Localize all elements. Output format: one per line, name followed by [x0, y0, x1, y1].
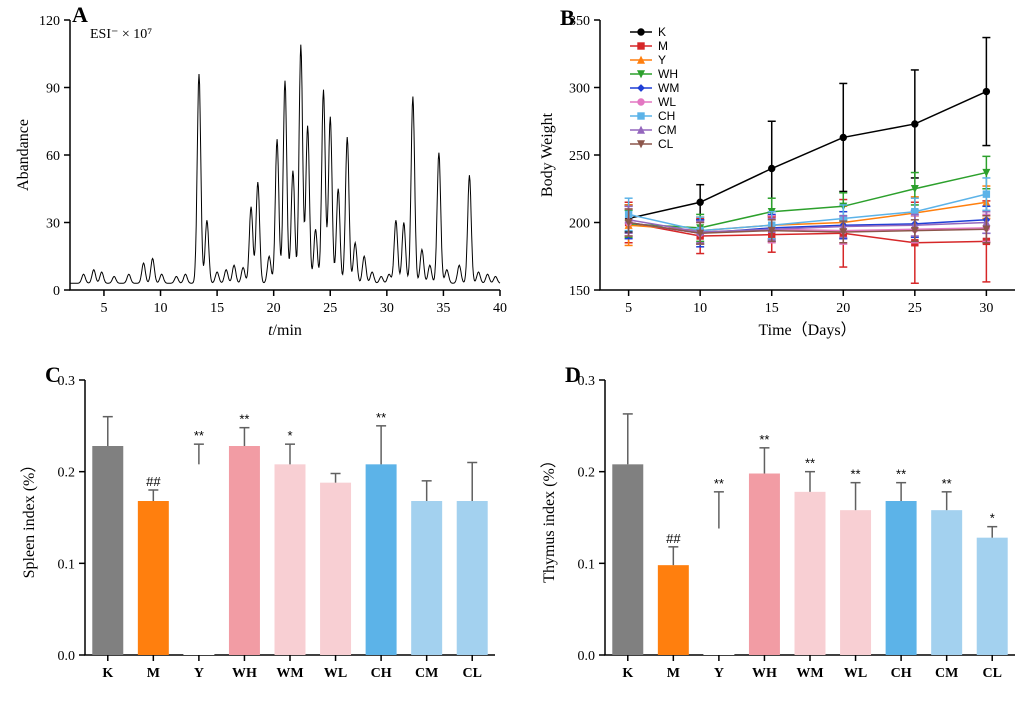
svg-text:Time（Days）: Time（Days）	[758, 321, 856, 339]
panel-b-bodyweight: 15020025030035051015202530KMYWHWMWLCHCMC…	[530, 5, 1030, 345]
svg-text:0.0: 0.0	[58, 649, 76, 664]
svg-text:CH: CH	[371, 666, 392, 681]
svg-text:**: **	[896, 467, 906, 482]
svg-text:0.0: 0.0	[578, 649, 596, 664]
svg-text:5: 5	[625, 301, 632, 316]
svg-text:**: **	[805, 456, 815, 471]
svg-text:C: C	[45, 362, 61, 387]
svg-text:150: 150	[569, 284, 590, 299]
svg-text:*: *	[990, 511, 995, 526]
svg-text:Body Weight: Body Weight	[539, 112, 556, 197]
svg-text:**: **	[759, 432, 769, 447]
svg-text:##: ##	[146, 474, 161, 489]
svg-text:CM: CM	[415, 666, 438, 681]
svg-text:**: **	[376, 410, 386, 425]
svg-text:WL: WL	[658, 95, 676, 109]
svg-text:WM: WM	[796, 666, 823, 681]
svg-text:**: **	[850, 467, 860, 482]
svg-text:**: **	[942, 476, 952, 491]
panel-a-chromatogram: 0 30 60 90 120 5 10 15 20 25 30 35 40 ESI⁻ × 10⁷ Aband…	[10, 5, 510, 345]
svg-text:0.2: 0.2	[58, 466, 76, 481]
svg-text:WM: WM	[658, 81, 679, 95]
panel-d-bar: 0.00.10.20.3KM##Y**WH**WM**WL**CH**CM**C…	[530, 360, 1030, 710]
svg-text:0.2: 0.2	[578, 466, 596, 481]
svg-text:WH: WH	[658, 67, 678, 81]
svg-text:0.1: 0.1	[578, 557, 596, 572]
svg-text:CL: CL	[982, 666, 1001, 681]
svg-text:##: ##	[666, 531, 681, 546]
svg-text:CM: CM	[658, 123, 677, 137]
svg-text:0.1: 0.1	[58, 557, 76, 572]
svg-text:25: 25	[323, 301, 337, 316]
svg-text:120: 120	[39, 14, 60, 29]
svg-text:20: 20	[836, 301, 850, 316]
svg-text:D: D	[565, 362, 581, 387]
svg-text:15: 15	[765, 301, 779, 316]
svg-text:CH: CH	[658, 109, 675, 123]
svg-text:CL: CL	[658, 137, 674, 151]
svg-text:200: 200	[569, 217, 590, 232]
svg-text:30: 30	[979, 301, 993, 316]
svg-text:K: K	[102, 666, 113, 681]
svg-text:K: K	[658, 25, 666, 39]
svg-text:CL: CL	[462, 666, 481, 681]
svg-text:Y: Y	[714, 666, 724, 681]
svg-text:WL: WL	[324, 666, 347, 681]
panel-a-label: A	[72, 5, 88, 27]
svg-text:B: B	[560, 5, 575, 30]
svg-text:WH: WH	[752, 666, 777, 681]
svg-text:Y: Y	[658, 53, 666, 67]
svg-text:30: 30	[46, 217, 60, 232]
svg-text:t/min: t/min	[268, 322, 302, 339]
svg-text:5: 5	[100, 301, 107, 316]
svg-text:K: K	[622, 666, 633, 681]
svg-text:WL: WL	[844, 666, 867, 681]
svg-text:25: 25	[908, 301, 922, 316]
svg-text:35: 35	[436, 301, 450, 316]
svg-text:15: 15	[210, 301, 224, 316]
svg-text:WH: WH	[232, 666, 257, 681]
svg-text:M: M	[147, 666, 160, 681]
svg-text:**: **	[194, 428, 204, 443]
svg-text:30: 30	[380, 301, 394, 316]
svg-text:60: 60	[46, 149, 60, 164]
svg-text:10: 10	[693, 301, 707, 316]
svg-text:40: 40	[493, 301, 507, 316]
svg-text:ESI⁻ × 10⁷: ESI⁻ × 10⁷	[90, 27, 152, 42]
svg-text:10: 10	[154, 301, 168, 316]
svg-text:**: **	[239, 412, 249, 427]
svg-text:90: 90	[46, 82, 60, 97]
svg-text:300: 300	[569, 82, 590, 97]
svg-text:Abandance: Abandance	[15, 119, 32, 191]
svg-text:Spleen index (%）: Spleen index (%）	[20, 457, 38, 579]
svg-text:0: 0	[53, 284, 60, 299]
svg-text:Y: Y	[194, 666, 204, 681]
panel-c-bar: 0.00.10.20.3KM##Y**WH**WM*WLCH**CMCLSple…	[10, 360, 510, 710]
svg-text:Thymus index (%）: Thymus index (%）	[540, 452, 558, 583]
svg-text:**: **	[714, 476, 724, 491]
svg-text:20: 20	[267, 301, 281, 316]
svg-text:CH: CH	[891, 666, 912, 681]
svg-text:WM: WM	[276, 666, 303, 681]
svg-text:*: *	[287, 428, 292, 443]
svg-text:250: 250	[569, 149, 590, 164]
svg-text:CM: CM	[935, 666, 958, 681]
svg-text:M: M	[667, 666, 680, 681]
svg-text:M: M	[658, 39, 668, 53]
